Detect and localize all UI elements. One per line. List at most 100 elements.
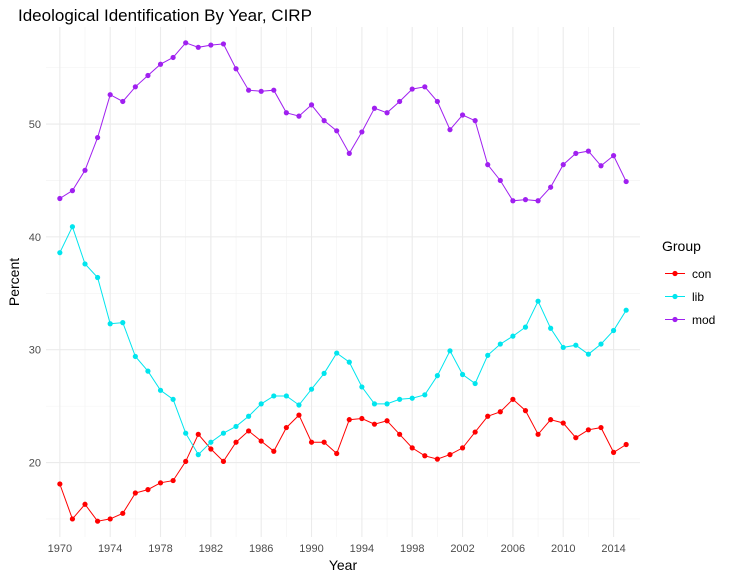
data-point-lib	[183, 430, 189, 436]
data-point-con	[246, 428, 252, 434]
data-point-mod	[384, 110, 390, 116]
legend-item-lib: lib	[662, 285, 715, 308]
data-point-con	[522, 408, 529, 414]
data-point-lib	[321, 370, 327, 376]
data-point-con	[459, 445, 466, 451]
data-point-mod	[170, 54, 176, 61]
data-point-con	[585, 427, 592, 433]
data-point-con	[94, 518, 101, 524]
y-tick-label: 40	[29, 232, 41, 244]
data-point-con	[497, 409, 503, 415]
data-point-lib	[246, 413, 252, 419]
data-point-lib	[472, 380, 478, 387]
x-tick-label: 1974	[98, 543, 122, 555]
data-point-mod	[183, 40, 189, 46]
data-point-mod	[459, 112, 466, 118]
data-point-con	[120, 510, 126, 516]
data-point-lib	[510, 333, 516, 339]
x-tick-label: 2002	[450, 543, 474, 555]
data-point-mod	[485, 162, 491, 168]
data-point-lib	[57, 250, 63, 256]
data-point-mod	[220, 41, 227, 47]
data-point-mod	[510, 198, 516, 204]
series-mod	[57, 40, 629, 204]
data-point-lib	[308, 386, 315, 392]
data-point-con	[220, 458, 227, 465]
legend: Group con lib mod	[662, 238, 715, 331]
data-point-lib	[623, 307, 629, 313]
data-point-con	[334, 450, 340, 457]
x-axis-title: Year	[329, 557, 358, 573]
data-point-lib	[107, 321, 113, 327]
data-point-mod	[585, 148, 592, 154]
y-tick-label: 20	[29, 458, 41, 470]
data-point-mod	[548, 184, 554, 190]
data-point-con	[610, 449, 617, 455]
data-point-lib	[397, 396, 403, 402]
data-point-lib	[220, 430, 227, 436]
data-point-con	[409, 445, 415, 451]
data-point-mod	[422, 84, 428, 90]
legend-label-mod: mod	[692, 312, 716, 327]
data-point-mod	[535, 198, 541, 204]
data-point-con	[107, 516, 113, 522]
data-point-mod	[296, 113, 302, 119]
data-point-con	[560, 420, 566, 426]
data-point-con	[57, 481, 63, 487]
data-point-con	[69, 516, 76, 522]
data-point-lib	[371, 401, 378, 407]
data-point-mod	[195, 44, 201, 50]
data-point-con	[258, 438, 264, 444]
plot-panel	[46, 27, 640, 537]
data-point-con	[183, 458, 189, 465]
data-point-lib	[208, 439, 214, 445]
data-point-lib	[422, 392, 428, 398]
data-point-lib	[132, 353, 138, 360]
x-tick-label: 1994	[350, 543, 374, 555]
data-point-lib	[573, 342, 579, 348]
data-point-lib	[145, 368, 151, 374]
data-point-mod	[321, 118, 327, 124]
data-point-mod	[371, 105, 378, 111]
data-point-lib	[157, 387, 164, 393]
data-point-mod	[82, 167, 88, 173]
data-point-con	[485, 413, 491, 419]
axis-ticks: 1970 1974 1978 1982 1986 1990 1994 1998 2002 2006…	[29, 119, 626, 555]
data-point-mod	[397, 98, 403, 105]
data-point-con	[434, 456, 440, 462]
data-point-lib	[522, 324, 529, 330]
data-point-lib	[258, 401, 264, 407]
data-point-mod	[598, 163, 604, 169]
legend-title: Group	[662, 238, 701, 254]
y-tick-label: 50	[29, 119, 41, 131]
data-point-lib	[610, 327, 617, 334]
y-tick-label: 30	[29, 345, 41, 357]
grid	[46, 27, 640, 537]
data-point-mod	[497, 177, 503, 184]
data-point-lib	[359, 384, 365, 390]
data-point-mod	[472, 118, 478, 124]
series-con	[57, 396, 629, 524]
data-point-lib	[409, 395, 415, 401]
data-point-mod	[69, 188, 76, 194]
legend-item-con: con	[662, 262, 715, 285]
data-point-con	[447, 452, 453, 458]
data-point-lib	[82, 261, 88, 267]
data-point-lib	[598, 341, 604, 347]
x-tick-label: 2010	[551, 543, 575, 555]
x-tick-label: 2006	[501, 543, 525, 555]
series-line-mod	[59, 42, 627, 202]
legend-key-con	[665, 270, 685, 277]
data-point-con	[535, 431, 541, 437]
data-point-con	[195, 431, 201, 437]
data-point-lib	[434, 373, 440, 379]
data-point-lib	[334, 350, 340, 356]
data-point-lib	[233, 423, 239, 430]
chart-title: Ideological Identification By Year, CIRP	[18, 6, 312, 25]
data-point-mod	[107, 92, 113, 98]
data-point-con	[170, 477, 176, 484]
data-point-mod	[57, 195, 63, 202]
data-point-con	[598, 424, 604, 431]
x-tick-label: 1970	[48, 543, 72, 555]
